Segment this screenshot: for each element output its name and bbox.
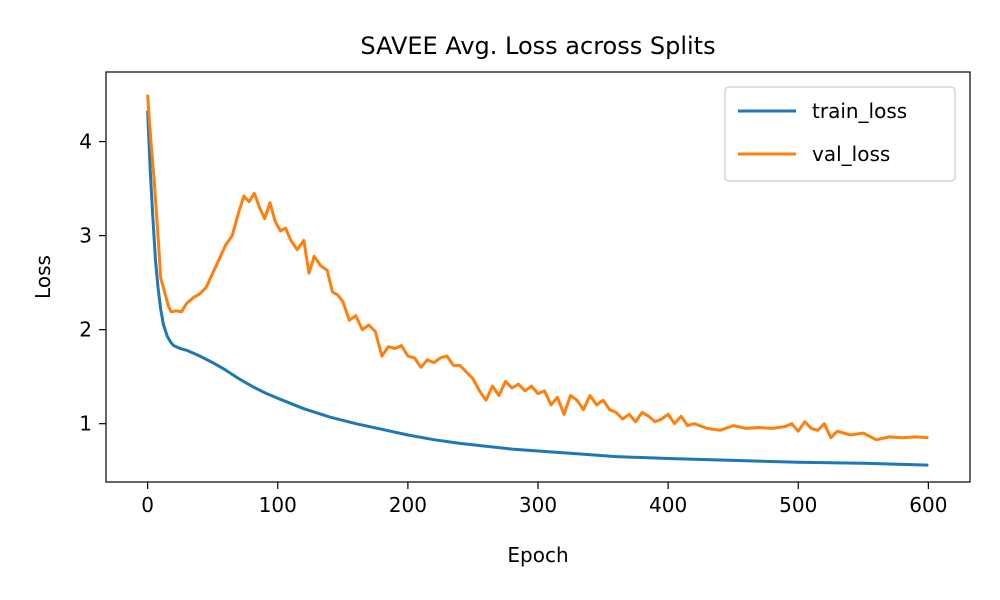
series-line-train-loss [146,110,929,467]
legend-label-val-loss: val_loss [812,142,890,166]
y-tick-label: 4 [79,130,92,154]
plot-area [146,94,929,467]
x-tick-label: 600 [909,493,947,517]
legend: train_loss val_loss [724,86,956,182]
x-tick-label: 300 [519,493,557,517]
y-tick-label: 2 [79,318,92,342]
x-tick-label: 100 [259,493,297,517]
x-axis: 0 100 200 300 400 500 600 [141,482,947,517]
x-tick-label: 500 [779,493,817,517]
y-tick-label: 1 [79,412,92,436]
chart-title: SAVEE Avg. Loss across Splits [360,32,715,60]
x-tick-label: 200 [389,493,427,517]
y-tick-label: 3 [79,224,92,248]
x-axis-label: Epoch [507,543,568,567]
series-line-val-loss [146,94,929,442]
x-tick-label: 0 [141,493,154,517]
y-axis: 1 2 3 4 [79,130,106,436]
legend-label-train-loss: train_loss [812,99,907,123]
x-tick-label: 400 [649,493,687,517]
y-axis-label: Loss [31,255,55,299]
